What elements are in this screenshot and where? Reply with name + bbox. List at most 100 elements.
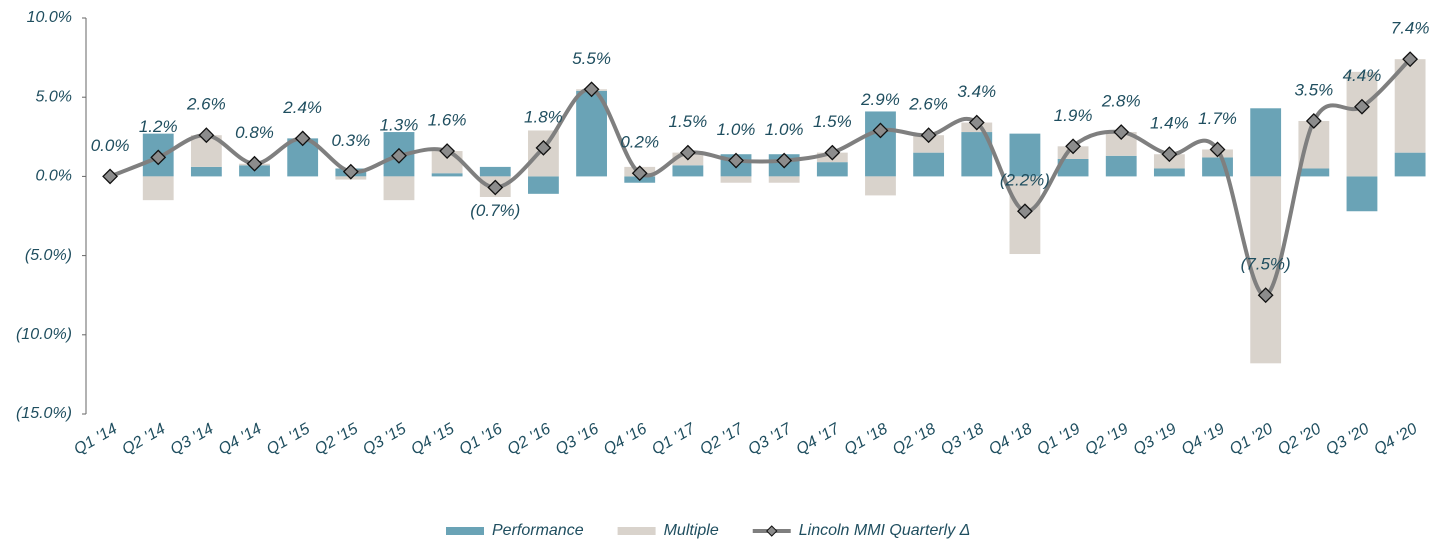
data-label: 1.7%	[1198, 109, 1237, 128]
bar	[1057, 158, 1089, 177]
legend-label: Performance	[492, 522, 584, 539]
data-label: 1.2%	[139, 117, 178, 136]
bar	[1298, 168, 1330, 177]
legend-swatch	[617, 527, 656, 535]
x-tick-label: Q1 '19	[1034, 420, 1083, 458]
data-label: (2.2%)	[1000, 171, 1050, 190]
marker	[342, 163, 359, 180]
x-tick-label: Q3 '18	[938, 420, 987, 458]
marker	[1017, 203, 1033, 220]
marker	[583, 81, 600, 98]
marker	[198, 127, 215, 144]
bar	[576, 90, 607, 177]
marker	[294, 130, 311, 147]
marker	[1209, 141, 1226, 158]
x-tick-label: Q3 '17	[745, 420, 795, 459]
bar	[1346, 176, 1378, 212]
x-tick-label: Q1 '16	[456, 420, 505, 458]
data-label: 1.4%	[1150, 114, 1189, 133]
marker	[391, 147, 407, 164]
bar	[865, 176, 896, 196]
data-label: 1.9%	[1054, 106, 1093, 125]
marker	[1257, 287, 1274, 304]
marker	[439, 143, 456, 159]
data-label: (0.7%)	[470, 201, 520, 220]
bar	[865, 111, 896, 177]
x-tick-label: Q2 '19	[1082, 420, 1131, 458]
data-label: 1.6%	[428, 111, 467, 130]
data-label: (7.5%)	[1241, 255, 1291, 274]
x-tick-label: Q3 '19	[1131, 420, 1180, 458]
bar	[142, 176, 174, 201]
marker	[872, 122, 889, 139]
bar	[768, 176, 800, 183]
data-label: 3.5%	[1294, 80, 1333, 99]
data-label: 5.5%	[572, 49, 611, 68]
data-label: 1.3%	[380, 115, 419, 134]
data-label: 0.0%	[91, 136, 130, 155]
line	[109, 57, 1412, 298]
x-tick-label: Q1 '14	[71, 420, 120, 458]
x-tick-label: Q1 '15	[264, 420, 313, 458]
bar	[913, 152, 945, 177]
x-tick-label: Q4 '20	[1371, 420, 1420, 458]
bar	[190, 166, 222, 177]
bar	[1105, 132, 1137, 156]
x-tick-label: Q4 '18	[986, 420, 1035, 458]
bar	[1153, 168, 1185, 177]
data-label: 0.2%	[620, 133, 659, 152]
data-label: 2.4%	[282, 98, 322, 117]
x-tick-label: Q1 '18	[842, 420, 891, 458]
bar	[431, 173, 463, 177]
marker	[102, 168, 118, 185]
y-tick-label: (15.0%)	[16, 405, 72, 422]
bar	[1394, 152, 1426, 177]
x-tick-label: Q4 '14	[216, 420, 265, 458]
marker	[535, 139, 552, 156]
marker	[728, 152, 744, 169]
data-label: 1.5%	[669, 112, 708, 131]
marker	[1402, 51, 1419, 68]
marker	[1113, 124, 1130, 140]
bar	[672, 165, 704, 177]
bar	[1346, 71, 1378, 177]
data-label: 2.6%	[908, 95, 948, 114]
x-tick-label: Q2 '16	[505, 420, 554, 458]
x-tick-label: Q2 '18	[890, 420, 939, 458]
marker	[631, 165, 648, 182]
data-label: 0.8%	[235, 123, 274, 142]
bar	[720, 176, 752, 183]
marker	[246, 155, 263, 172]
marker	[1065, 138, 1081, 155]
data-label: 4.4%	[1343, 66, 1382, 85]
bar	[1105, 155, 1137, 177]
x-tick-label: Q3 '16	[553, 420, 602, 458]
legend-swatch	[446, 527, 484, 535]
bar	[1009, 133, 1041, 177]
x-tick-label: Q2 '17	[697, 420, 747, 459]
marker	[1305, 113, 1322, 129]
bar	[479, 166, 511, 177]
x-tick-label: Q1 '17	[649, 420, 699, 459]
data-label: 1.0%	[717, 120, 756, 139]
y-tick-label: (5.0%)	[25, 247, 72, 264]
data-label: 2.9%	[860, 90, 900, 109]
x-tick-label: Q4 '15	[408, 420, 457, 458]
y-tick-label: (10.0%)	[16, 326, 72, 343]
bar	[1250, 108, 1282, 177]
data-label: 2.6%	[186, 95, 226, 114]
y-tick-label: 10.0%	[27, 9, 72, 26]
legend-label: Multiple	[664, 522, 719, 539]
marker	[1161, 146, 1178, 163]
x-tick-label: Q4 '17	[794, 420, 844, 459]
bar	[528, 176, 559, 194]
bar	[913, 135, 945, 153]
data-label: 0.3%	[331, 131, 370, 150]
legend-label: Lincoln MMI Quarterly Δ	[799, 522, 971, 539]
marker	[824, 144, 841, 161]
bar	[1394, 59, 1426, 153]
x-tick-label: Q3 '20	[1323, 420, 1372, 458]
x-tick-label: Q1 '20	[1227, 420, 1276, 458]
legend-swatch	[766, 525, 778, 537]
